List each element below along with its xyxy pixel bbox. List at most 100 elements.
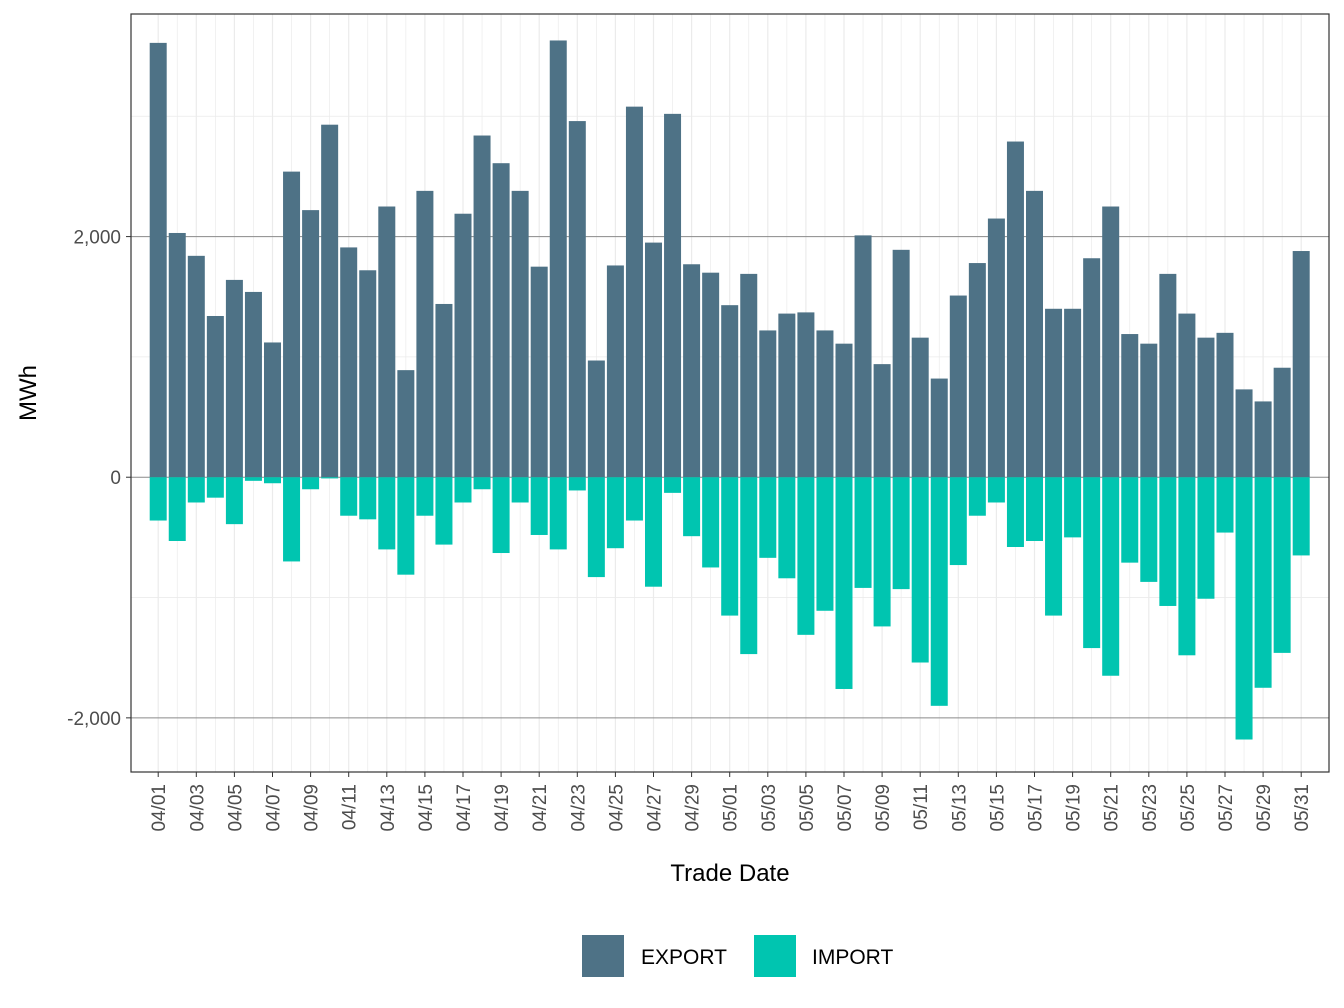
bar-export-04-18	[473, 135, 491, 478]
y-tick-label: 2,000	[73, 228, 121, 249]
x-axis-title: Trade Date	[670, 860, 789, 887]
x-axis: 04/01 04/03 04/05 04/07 04/09 04/11 04/13 04/15…	[149, 772, 1313, 832]
bar-export-04-10	[321, 124, 339, 478]
x-tick-label: 05/09	[873, 784, 894, 832]
bar-export-04-09	[302, 210, 320, 478]
x-tick-label: 04/25	[606, 784, 627, 832]
bar-import-04-24	[587, 477, 605, 578]
bar-export-05-31	[1292, 251, 1310, 478]
x-tick-label: 05/25	[1178, 784, 1199, 832]
bar-import-04-19	[492, 477, 510, 554]
bar-export-05-27	[1216, 332, 1234, 478]
x-tick-label: 04/03	[187, 784, 208, 832]
x-tick-label: 05/17	[1026, 784, 1047, 832]
bar-import-04-30	[702, 477, 720, 568]
bar-export-05-29	[1254, 401, 1272, 478]
bar-import-05-15	[987, 477, 1005, 503]
bar-import-04-25	[606, 477, 624, 549]
bar-import-05-09	[873, 477, 891, 627]
bar-import-05-02	[740, 477, 758, 655]
x-tick-label: 05/03	[759, 784, 780, 832]
bar-import-05-06	[816, 477, 834, 611]
x-tick-label: 04/01	[149, 784, 170, 832]
bar-import-04-29	[683, 477, 701, 537]
bar-import-05-13	[949, 477, 967, 566]
bar-export-04-15	[416, 190, 434, 478]
bar-export-04-22	[549, 40, 567, 478]
y-axis-title: MWh	[15, 365, 42, 421]
bar-export-05-06	[816, 330, 834, 478]
bar-export-04-03	[187, 255, 205, 478]
bar-export-04-05	[225, 279, 243, 478]
bar-import-05-11	[911, 477, 929, 663]
bar-export-05-10	[892, 249, 910, 478]
bar-import-04-21	[530, 477, 548, 535]
bar-import-05-25	[1178, 477, 1196, 656]
bar-import-04-10	[321, 477, 339, 479]
bar-export-05-23	[1140, 343, 1158, 478]
legend-label-import: IMPORT	[812, 946, 893, 969]
bar-import-04-26	[625, 477, 643, 521]
bar-export-05-25	[1178, 313, 1196, 478]
bar-import-05-29	[1254, 477, 1272, 688]
bar-import-04-28	[664, 477, 682, 493]
bar-export-04-16	[435, 303, 453, 478]
bar-export-05-05	[797, 312, 815, 478]
bar-export-04-13	[378, 206, 396, 478]
bars	[149, 40, 1310, 740]
bar-import-04-03	[187, 477, 205, 503]
bar-import-05-07	[835, 477, 853, 689]
y-tick-label: -2,000	[67, 709, 121, 730]
bar-import-04-15	[416, 477, 434, 516]
bar-import-05-22	[1121, 477, 1139, 563]
bar-import-04-14	[397, 477, 415, 575]
legend: EXPORT IMPORT	[582, 935, 893, 977]
x-tick-label: 05/15	[987, 784, 1008, 832]
x-tick-label: 04/05	[225, 784, 246, 832]
bar-import-05-01	[721, 477, 739, 616]
bar-import-04-05	[225, 477, 243, 525]
bar-export-04-25	[606, 265, 624, 478]
bar-import-04-22	[549, 477, 567, 550]
legend-label-export: EXPORT	[641, 946, 727, 969]
bar-export-05-04	[778, 313, 796, 478]
legend-swatch-import	[754, 935, 796, 977]
x-tick-label: 05/05	[797, 784, 818, 832]
x-tick-label: 05/21	[1102, 784, 1123, 832]
x-tick-label: 04/13	[378, 784, 399, 832]
bar-export-04-11	[340, 247, 358, 478]
bar-import-04-12	[359, 477, 377, 520]
bar-export-05-17	[1026, 190, 1043, 478]
bar-import-04-27	[645, 477, 662, 587]
bar-export-04-23	[568, 121, 586, 478]
bar-export-05-11	[911, 337, 929, 478]
bar-import-05-05	[797, 477, 815, 635]
bar-export-04-02	[168, 232, 186, 478]
x-tick-label: 05/23	[1140, 784, 1161, 832]
bar-import-05-26	[1197, 477, 1215, 599]
bar-export-05-12	[930, 378, 948, 478]
bar-export-04-21	[530, 266, 548, 478]
bar-export-05-30	[1273, 367, 1291, 478]
bar-import-04-02	[168, 477, 186, 541]
bar-export-04-08	[283, 171, 301, 478]
x-tick-label: 04/23	[568, 784, 589, 832]
bar-import-05-21	[1102, 477, 1120, 676]
bar-import-05-30	[1273, 477, 1291, 653]
bar-import-04-18	[473, 477, 491, 490]
bar-import-05-17	[1026, 477, 1043, 541]
bar-export-04-30	[702, 272, 720, 478]
bar-export-05-02	[740, 273, 758, 478]
bar-export-05-07	[835, 343, 853, 478]
bar-export-04-26	[625, 106, 643, 478]
bar-export-05-19	[1064, 308, 1082, 478]
bar-export-04-29	[683, 264, 701, 478]
bar-import-04-09	[302, 477, 320, 490]
bar-export-05-22	[1121, 334, 1139, 478]
bar-import-04-20	[511, 477, 529, 503]
x-tick-label: 05/13	[949, 784, 970, 832]
bar-export-05-26	[1197, 337, 1215, 478]
bar-export-05-13	[949, 295, 967, 478]
bar-import-05-27	[1216, 477, 1234, 533]
bar-import-05-24	[1159, 477, 1177, 606]
